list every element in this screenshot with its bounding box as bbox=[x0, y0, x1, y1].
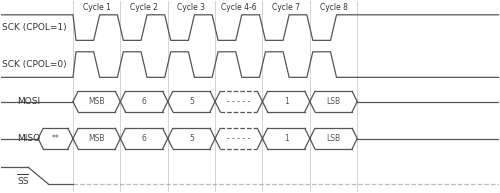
Text: 5: 5 bbox=[189, 134, 194, 143]
Text: 1: 1 bbox=[284, 97, 288, 106]
Text: 6: 6 bbox=[142, 134, 146, 143]
Text: Cycle 4-6: Cycle 4-6 bbox=[221, 3, 256, 12]
Text: Cycle 3: Cycle 3 bbox=[178, 3, 206, 12]
Text: SCK (CPOL=1): SCK (CPOL=1) bbox=[2, 23, 67, 32]
Text: Cycle 2: Cycle 2 bbox=[130, 3, 158, 12]
Text: LSB: LSB bbox=[326, 97, 340, 106]
Text: 1: 1 bbox=[284, 134, 288, 143]
Text: LSB: LSB bbox=[326, 134, 340, 143]
Text: SS: SS bbox=[17, 177, 28, 186]
Text: MSB: MSB bbox=[88, 97, 105, 106]
Text: 6: 6 bbox=[142, 97, 146, 106]
Text: - - - - -: - - - - - bbox=[227, 134, 250, 143]
Text: MOSI: MOSI bbox=[17, 97, 40, 106]
Text: **: ** bbox=[52, 134, 60, 143]
Text: Cycle 8: Cycle 8 bbox=[320, 3, 347, 12]
Text: MSB: MSB bbox=[88, 134, 105, 143]
Text: 5: 5 bbox=[189, 97, 194, 106]
Text: Cycle 7: Cycle 7 bbox=[272, 3, 300, 12]
Text: MISO: MISO bbox=[17, 134, 40, 143]
Text: - - - - -: - - - - - bbox=[227, 97, 250, 106]
Text: Cycle 1: Cycle 1 bbox=[82, 3, 110, 12]
Text: SCK (CPOL=0): SCK (CPOL=0) bbox=[2, 60, 67, 69]
